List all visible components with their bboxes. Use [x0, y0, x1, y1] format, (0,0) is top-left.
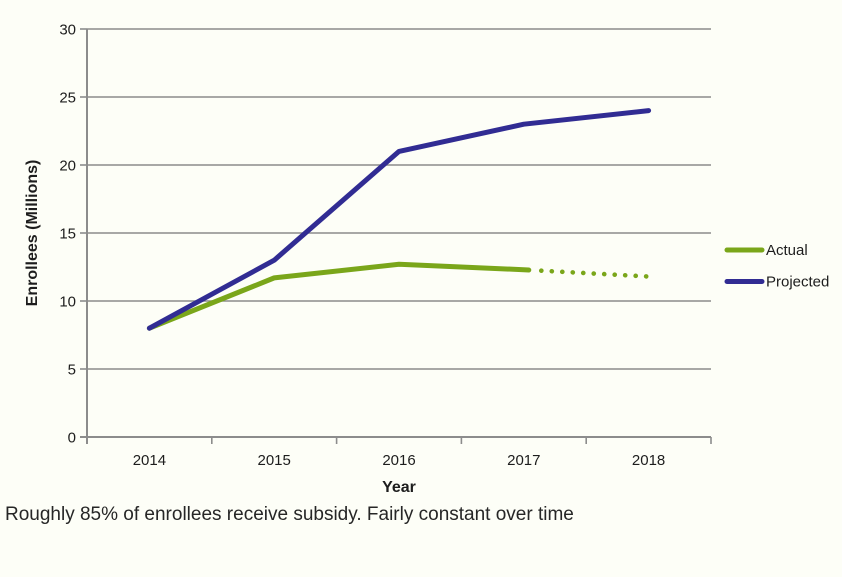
x-tick-label-2017: 2017	[507, 452, 540, 469]
legend-label-projected: Projected	[766, 274, 829, 291]
y-axis-title: Enrollees (Millions)	[24, 160, 41, 307]
series-line-actual-dotted	[538, 268, 651, 279]
x-tick-label-2014: 2014	[133, 452, 166, 469]
y-tick-label-10: 10	[59, 294, 76, 311]
x-tick-label-2018: 2018	[632, 452, 665, 469]
x-axis-title: Year	[382, 479, 416, 496]
x-tick-label-2016: 2016	[382, 452, 415, 469]
y-tick-label-30: 30	[59, 22, 76, 39]
legend-label-actual: Actual	[766, 242, 808, 259]
series-line-projected	[146, 108, 652, 331]
series-line-actual-solid	[146, 261, 532, 331]
x-tick-label-2015: 2015	[258, 452, 291, 469]
y-tick-label-5: 5	[68, 362, 76, 379]
y-tick-label-0: 0	[68, 430, 76, 447]
y-tick-label-20: 20	[59, 158, 76, 175]
y-tick-label-25: 25	[59, 90, 76, 107]
y-tick-label-15: 15	[59, 226, 76, 243]
chart-caption: Roughly 85% of enrollees receive subsidy…	[5, 504, 574, 525]
